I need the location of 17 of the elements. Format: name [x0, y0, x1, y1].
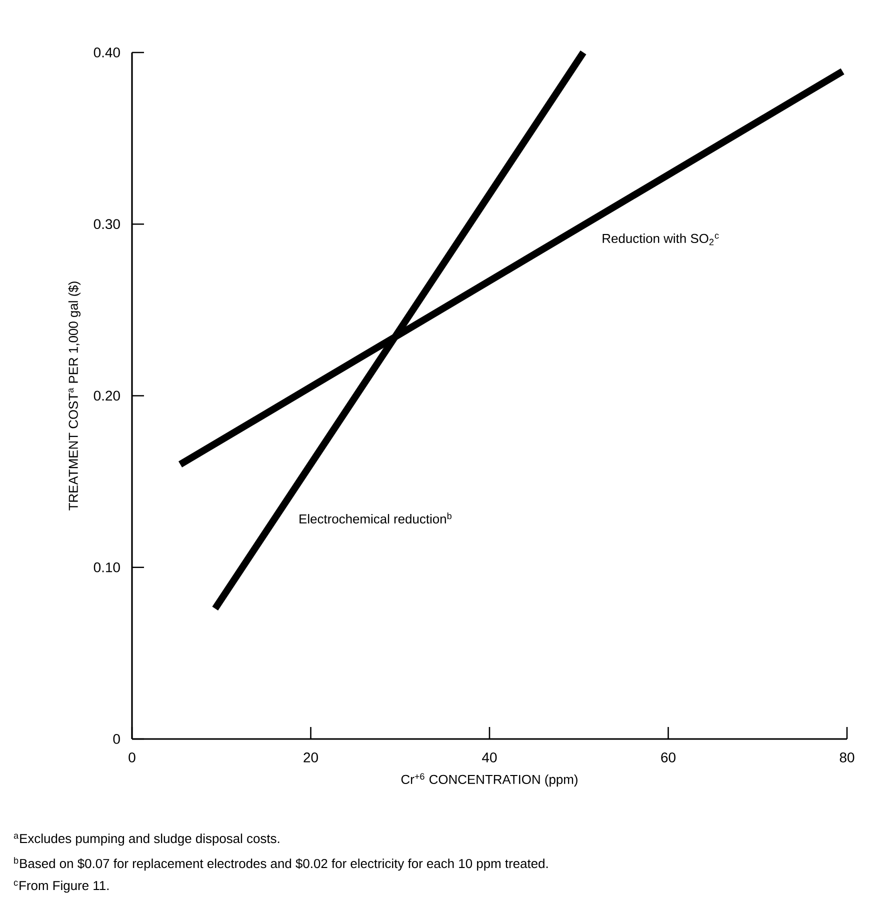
x-tick-label: 40: [482, 752, 497, 762]
y-tick-label: 0.20: [94, 390, 120, 401]
x-tick-label: 20: [304, 752, 318, 762]
y-tick-label: 0.10: [94, 562, 120, 572]
y-tick-label: 0.40: [94, 48, 120, 58]
x-axis-title: Cr$^{+6}$ CONCENTRATION (ppm): [401, 773, 578, 787]
text: $^{b}$Based on $0.07 for replacement electrodes and $0.02 for electricity for each 10 ppm treated.: [14, 857, 548, 871]
text: $^{c}$From Figure 11.: [14, 880, 109, 893]
x-tick-label: 0: [128, 752, 136, 762]
x-tick-label: 60: [661, 752, 676, 762]
y-tick-label: 0.30: [94, 219, 120, 230]
y-tick-label: 0: [113, 734, 120, 744]
y-axis-title: TREATMENT COST$^{a}$ PER 1,000 gal ($): [68, 282, 80, 510]
text: $^{a}$Excludes pumping and sludge disposal costs.: [14, 834, 280, 846]
series-label: Electrochemical reduction$^{b}$: [300, 512, 452, 524]
x-tick-label: 80: [840, 752, 854, 762]
series-label: Reduction with SO$_{2}$c: [602, 234, 719, 246]
